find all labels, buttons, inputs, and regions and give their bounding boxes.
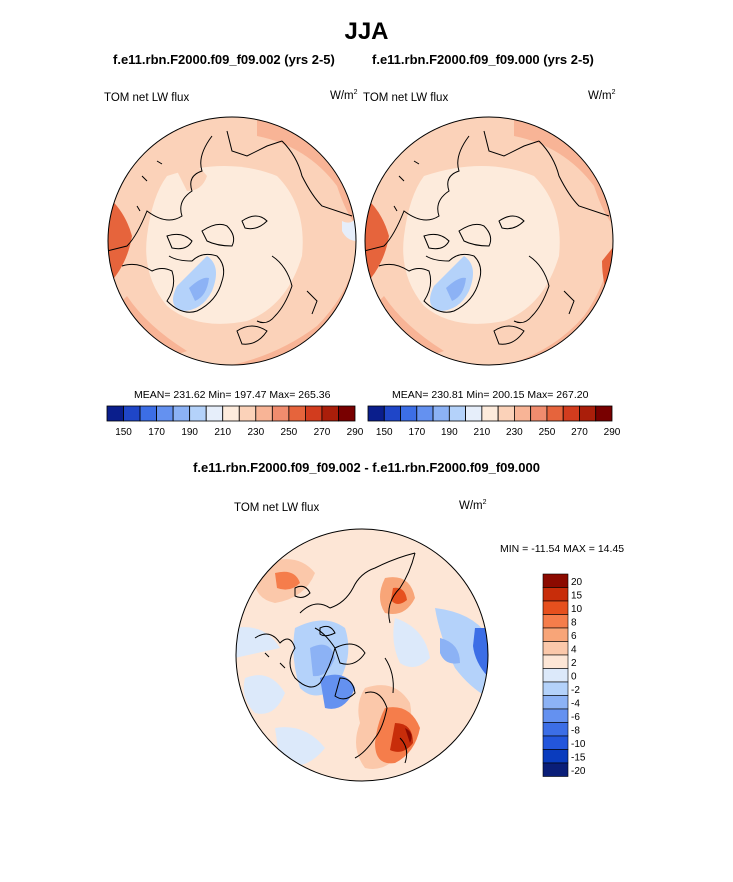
colorbar-swatch — [542, 749, 569, 764]
panel2-field-label: TOM net LW flux — [363, 92, 449, 104]
colorbar-swatch — [530, 405, 548, 422]
colorbar-swatch — [562, 405, 580, 422]
colorbar-tick-label: -4 — [571, 698, 580, 709]
panel3-units: W/m2 — [459, 499, 487, 512]
colorbar-swatch — [542, 654, 569, 669]
colorbar-swatch — [189, 405, 207, 422]
polar-map-case-000 — [364, 116, 614, 366]
colorbar-swatch — [465, 405, 483, 422]
colorbar-swatch — [542, 587, 569, 602]
colorbar-swatch — [542, 735, 569, 750]
colorbar-tick-label: 270 — [571, 427, 588, 438]
panel1-field-label: TOM net LW flux — [104, 92, 190, 104]
colorbar-swatch — [542, 681, 569, 696]
colorbar-tick-label: 290 — [347, 427, 364, 438]
colorbar-tick-label: 270 — [314, 427, 331, 438]
colorbar-tick-label: -6 — [571, 712, 580, 723]
colorbar-tick-label: 210 — [214, 427, 231, 438]
colorbar-panel1: 150 170 190 210 230 250 270 290 — [106, 405, 364, 438]
case-title-left: f.e11.rbn.F2000.f09_f09.002 (yrs 2-5) — [113, 52, 335, 67]
colorbar-tick-label: -8 — [571, 725, 580, 736]
colorbar-swatch — [481, 405, 499, 422]
panel2-units: W/m2 — [588, 89, 616, 102]
colorbar-swatch — [222, 405, 240, 422]
colorbar-swatch — [542, 695, 569, 710]
colorbar-tick-label: 250 — [281, 427, 298, 438]
colorbar-swatch — [400, 405, 418, 422]
colorbar-swatch — [542, 627, 569, 642]
colorbar-tick-label: 20 — [571, 577, 583, 588]
colorbar-tick-label: 250 — [539, 427, 556, 438]
colorbar-tick-label: 150 — [376, 427, 393, 438]
colorbar-tick-label: 230 — [247, 427, 264, 438]
colorbar-swatch — [542, 668, 569, 683]
colorbar-tick-label: 6 — [571, 631, 577, 642]
colorbar-swatch — [448, 405, 467, 422]
colorbar-tick-label: -2 — [571, 685, 580, 696]
colorbar-swatch — [255, 405, 273, 422]
colorbar-swatch — [595, 405, 613, 422]
colorbar-swatch — [542, 614, 569, 629]
colorbar-swatch — [542, 573, 569, 588]
colorbar-tick-label: 150 — [115, 427, 132, 438]
colorbar-swatch — [271, 405, 290, 422]
panel2-stats: MEAN= 230.81 Min= 200.15 Max= 267.20 — [392, 389, 589, 401]
panel3-minmax: MIN = -11.54 MAX = 14.45 — [500, 543, 625, 555]
colorbar-swatch — [288, 405, 306, 422]
colorbar-swatch — [579, 405, 597, 422]
colorbar-tick-label: 4 — [571, 644, 577, 655]
page-title: JJA — [344, 18, 389, 45]
colorbar-tick-label: 15 — [571, 590, 583, 601]
panel1-stats: MEAN= 231.62 Min= 197.47 Max= 265.36 — [134, 389, 331, 401]
colorbar-tick-label: 230 — [506, 427, 523, 438]
colorbar-swatch — [367, 405, 385, 422]
colorbar-swatch — [542, 722, 569, 737]
colorbar-swatch — [513, 405, 532, 422]
colorbar-tick-label: 8 — [571, 617, 577, 628]
colorbar-tick-label: 0 — [571, 671, 577, 682]
colorbar-swatch — [139, 405, 157, 422]
colorbar-swatch — [542, 708, 569, 723]
colorbar-swatch — [546, 405, 564, 422]
polar-map-difference — [235, 528, 489, 782]
colorbar-tick-label: 210 — [474, 427, 491, 438]
colorbar-tick-label: 170 — [148, 427, 165, 438]
colorbar-panel2: 150 170 190 210 230 250 270 290 — [367, 405, 621, 438]
colorbar-swatch — [321, 405, 339, 422]
case-title-right: f.e11.rbn.F2000.f09_f09.000 (yrs 2-5) — [372, 52, 594, 67]
colorbar-swatch — [304, 405, 323, 422]
colorbar-swatch — [338, 405, 356, 422]
colorbar-swatch — [416, 405, 434, 422]
panel3-field-label: TOM net LW flux — [234, 502, 320, 514]
colorbar-swatch — [106, 405, 124, 422]
colorbar-swatch — [542, 600, 569, 615]
colorbar-tick-label: 10 — [571, 604, 583, 615]
colorbar-tick-label: 170 — [408, 427, 425, 438]
colorbar-tick-label: 190 — [441, 427, 458, 438]
colorbar-swatch — [542, 641, 569, 656]
colorbar-tick-label: -20 — [571, 766, 586, 777]
colorbar-tick-label: -15 — [571, 752, 586, 763]
colorbar-tick-label: 190 — [181, 427, 198, 438]
colorbar-swatch — [542, 762, 569, 777]
polar-map-case-002 — [107, 116, 357, 366]
colorbar-tick-label: 2 — [571, 658, 577, 669]
colorbar-swatch — [383, 405, 401, 422]
colorbar-swatch — [123, 405, 141, 422]
colorbar-swatch — [172, 405, 191, 422]
colorbar-tick-label: 290 — [604, 427, 621, 438]
panel1-units: W/m2 — [330, 89, 358, 102]
difference-title: f.e11.rbn.F2000.f09_f09.002 - f.e11.rbn.… — [193, 460, 540, 475]
colorbar-swatch — [432, 405, 450, 422]
colorbar-swatch — [497, 405, 515, 422]
colorbar-swatch — [205, 405, 224, 422]
colorbar-tick-label: -10 — [571, 739, 586, 750]
colorbar-swatch — [156, 405, 174, 422]
colorbar-swatch — [238, 405, 257, 422]
